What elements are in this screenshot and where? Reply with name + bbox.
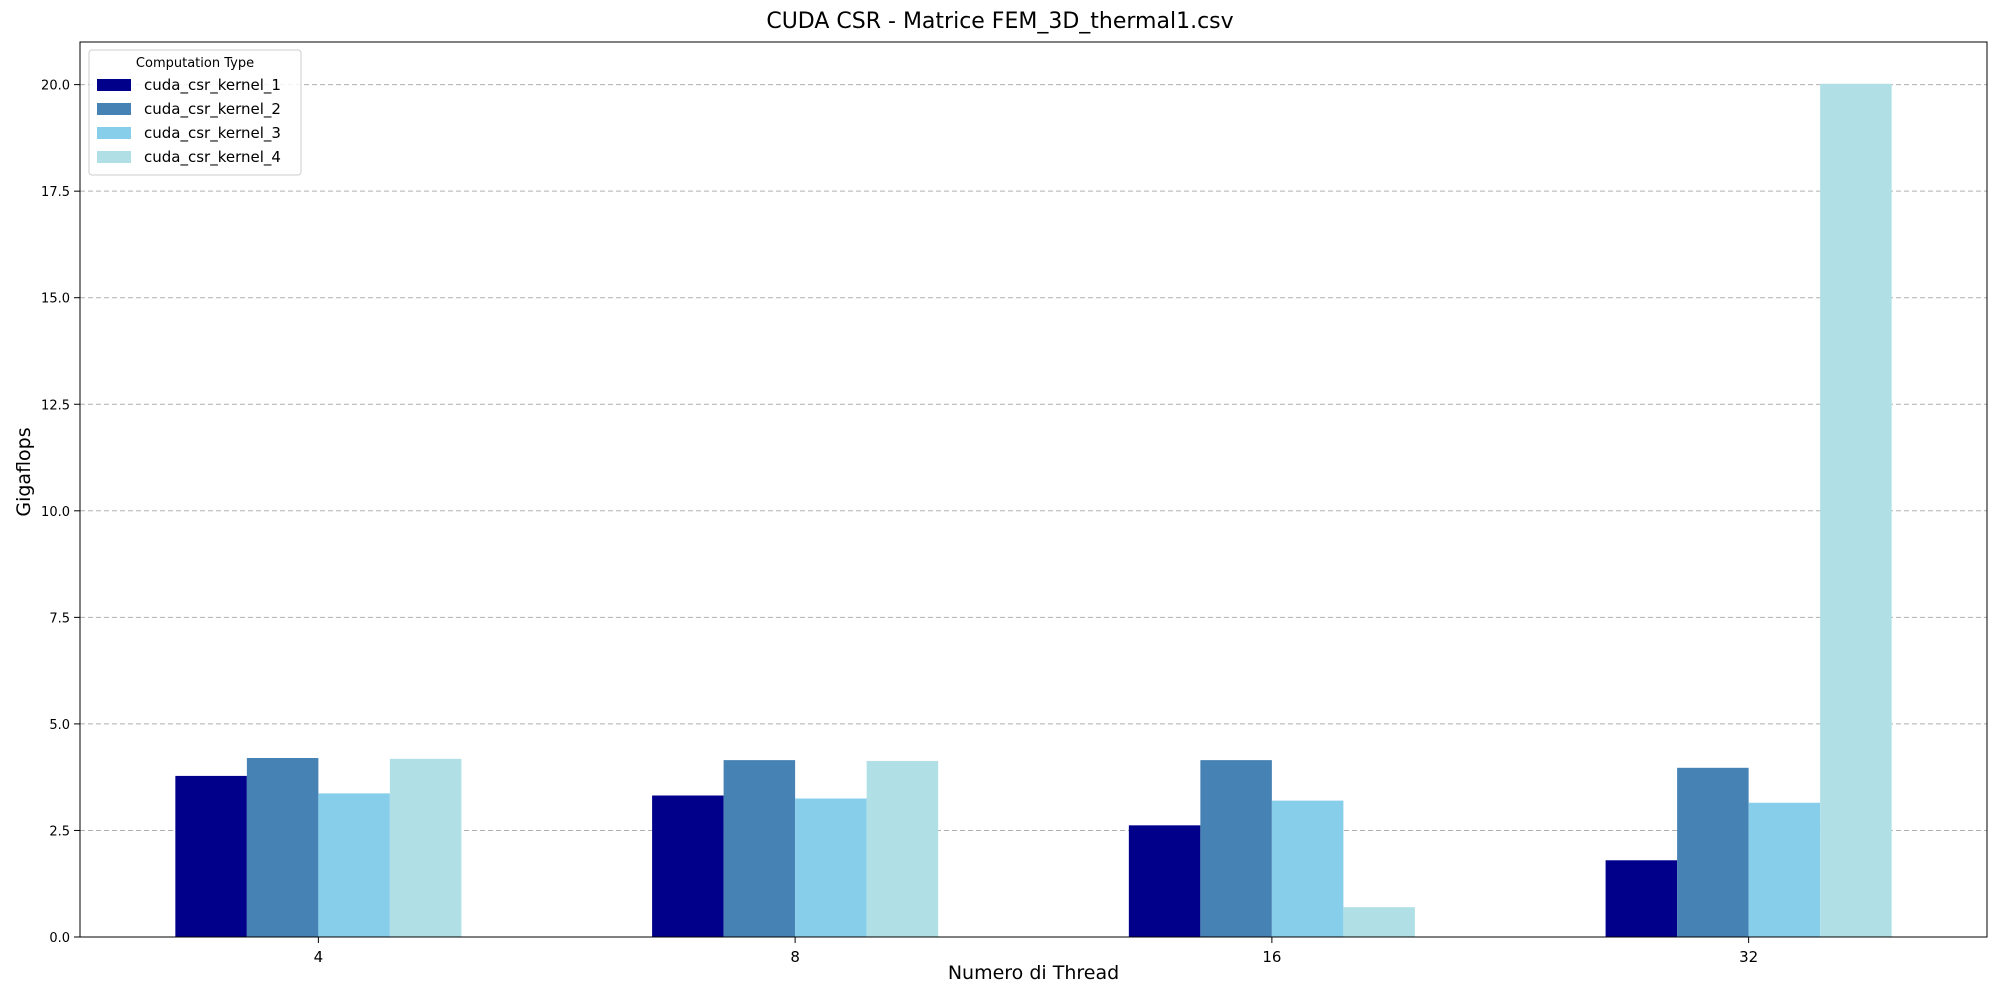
bar-cuda_csr_kernel_3-32 <box>1748 802 1821 937</box>
bar-cuda_csr_kernel_4-16 <box>1343 907 1415 937</box>
y-tick-label: 7.5 <box>49 611 70 626</box>
bar-cuda_csr_kernel_2-32 <box>1677 767 1749 937</box>
legend-swatch-cuda_csr_kernel_2 <box>97 103 131 115</box>
plot-frame <box>79 41 1988 938</box>
bar-cuda_csr_kernel_2-8 <box>723 760 796 937</box>
bars <box>175 83 1892 938</box>
legend-swatch-cuda_csr_kernel_1 <box>97 79 131 91</box>
bar-cuda_csr_kernel_1-4 <box>175 775 247 937</box>
bar-cuda_csr_kernel_3-4 <box>318 793 390 937</box>
bar-cuda_csr_kernel_4-8 <box>866 760 939 937</box>
legend-swatch-cuda_csr_kernel_4 <box>97 151 131 163</box>
bar-cuda_csr_kernel_3-8 <box>795 798 867 937</box>
y-tick-label: 12.5 <box>41 398 70 413</box>
x-tick-label: 4 <box>314 948 324 966</box>
bar-cuda_csr_kernel_1-16 <box>1128 825 1201 937</box>
y-tick-label: 17.5 <box>41 185 70 200</box>
legend-swatch-cuda_csr_kernel_3 <box>97 127 131 139</box>
bar-cuda_csr_kernel_2-16 <box>1200 760 1272 937</box>
y-tick-label: 5.0 <box>49 718 70 733</box>
legend-label-cuda_csr_kernel_4: cuda_csr_kernel_4 <box>144 148 281 167</box>
bar-cuda_csr_kernel_1-8 <box>652 795 724 937</box>
y-tick-label: 10.0 <box>41 505 70 520</box>
legend-title: Computation Type <box>136 56 254 71</box>
bar-cuda_csr_kernel_3-16 <box>1271 800 1344 937</box>
legend: Computation Type cuda_csr_kernel_1 cuda_cs… <box>88 49 302 176</box>
legend-box <box>88 49 302 176</box>
bar-cuda_csr_kernel_1-32 <box>1605 860 1678 937</box>
y-tick-label: 2.5 <box>49 824 70 839</box>
bar-cuda_csr_kernel_4-32 <box>1820 83 1892 938</box>
y-tick-label: 20.0 <box>41 79 70 94</box>
x-axis-label: Numero di Thread <box>947 962 1120 984</box>
y-tick-label: 15.0 <box>41 292 70 307</box>
x-tick-label: 16 <box>1262 948 1281 966</box>
y-tick-label: 0.0 <box>49 931 70 946</box>
legend-label-cuda_csr_kernel_1: cuda_csr_kernel_1 <box>144 76 281 95</box>
chart-title: CUDA CSR - Matrice FEM_3D_thermal1.csv <box>766 9 1234 34</box>
x-tick-label: 32 <box>1739 948 1758 966</box>
bar-cuda_csr_kernel_4-4 <box>389 758 462 937</box>
legend-label-cuda_csr_kernel_2: cuda_csr_kernel_2 <box>144 100 281 119</box>
axes: 0.0 2.5 5.0 7.5 10.0 12.5 15.0 17.5 20.0 4 8 16 32 <box>41 41 1988 966</box>
legend-label-cuda_csr_kernel_3: cuda_csr_kernel_3 <box>144 124 281 143</box>
x-tick-label: 8 <box>790 948 800 966</box>
grid-lines <box>80 84 1987 831</box>
bar-cuda_csr_kernel_2-4 <box>246 758 319 937</box>
